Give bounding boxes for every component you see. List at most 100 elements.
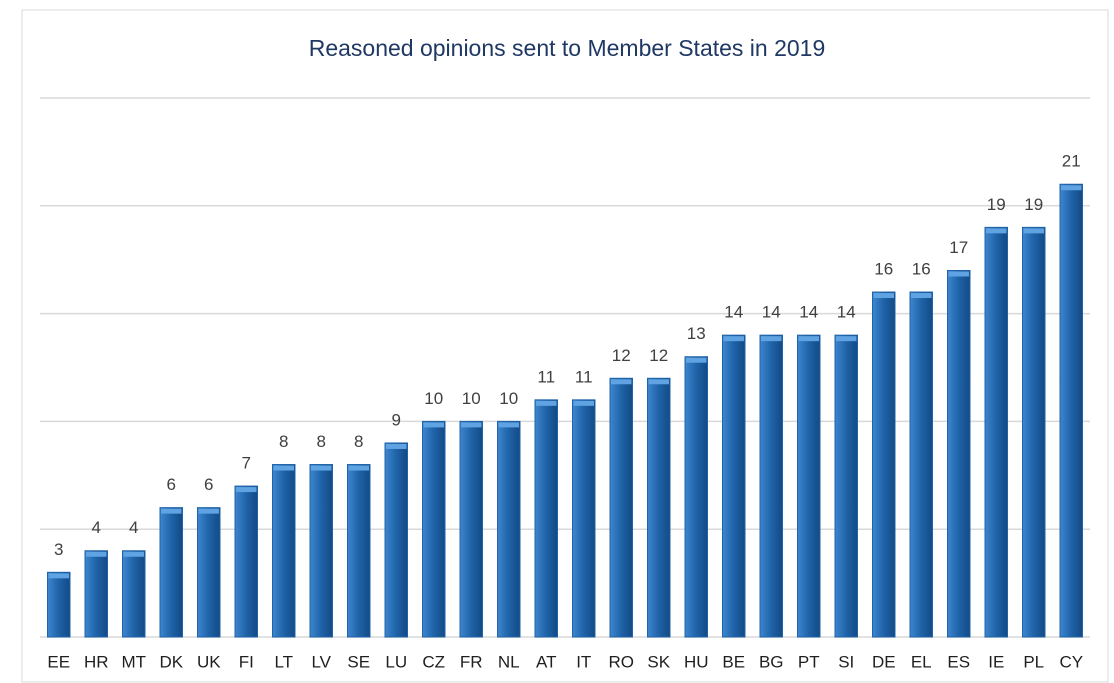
value-label: 8 xyxy=(354,432,363,451)
bar xyxy=(1022,226,1046,638)
bar-bevel xyxy=(986,228,1007,234)
bar-bevel xyxy=(836,336,857,342)
bar-bevel xyxy=(273,465,294,471)
x-tick-label: EL xyxy=(911,652,932,671)
x-tick-label: ES xyxy=(947,652,970,671)
bar-bevel xyxy=(461,422,482,428)
bar-bevel xyxy=(348,465,369,471)
value-label: 10 xyxy=(462,389,481,408)
value-label: 11 xyxy=(537,367,555,386)
bar-bevel xyxy=(648,379,669,385)
bar xyxy=(872,291,896,638)
bar xyxy=(647,377,671,638)
x-tick-label: UK xyxy=(197,652,221,671)
bar xyxy=(47,571,71,638)
bar-bevel xyxy=(798,336,819,342)
bar xyxy=(159,507,183,638)
chart-title: Reasoned opinions sent to Member States … xyxy=(309,35,826,61)
x-tick-label: FI xyxy=(239,652,254,671)
bar-bevel xyxy=(123,551,144,557)
value-label: 14 xyxy=(762,303,781,322)
value-label: 6 xyxy=(167,475,176,494)
value-label: 11 xyxy=(575,367,593,386)
x-tick-label: DE xyxy=(872,652,896,671)
bar xyxy=(84,550,108,638)
x-tick-label: HR xyxy=(84,652,109,671)
value-label: 4 xyxy=(92,518,101,537)
bar xyxy=(984,226,1008,638)
x-tick-label: SE xyxy=(347,652,370,671)
value-label: 10 xyxy=(499,389,518,408)
bar xyxy=(422,420,446,638)
bar xyxy=(459,420,483,638)
x-tick-label: BE xyxy=(722,652,745,671)
bar-bevel xyxy=(948,271,969,277)
value-label: 19 xyxy=(1024,195,1043,214)
x-tick-label: AT xyxy=(536,652,556,671)
chart-border xyxy=(21,9,1109,683)
bar xyxy=(834,334,858,638)
value-label: 7 xyxy=(242,454,251,473)
bar xyxy=(197,507,221,638)
bar-bevel xyxy=(761,336,782,342)
value-label: 3 xyxy=(54,540,63,559)
value-label: 16 xyxy=(874,260,893,279)
value-label: 16 xyxy=(912,260,931,279)
bar xyxy=(309,464,333,638)
value-label: 9 xyxy=(392,410,401,429)
value-label: 14 xyxy=(799,303,818,322)
bar-bevel xyxy=(911,293,932,299)
bar xyxy=(909,291,933,638)
bar-bevel xyxy=(611,379,632,385)
x-tick-label: EE xyxy=(47,652,70,671)
bar xyxy=(384,442,408,638)
bar xyxy=(947,269,971,638)
bar-bevel xyxy=(423,422,444,428)
x-tick-label: LV xyxy=(311,652,331,671)
x-tick-label: RO xyxy=(609,652,635,671)
bar-bevel xyxy=(198,508,219,514)
bar-bevel xyxy=(1061,185,1082,191)
bar xyxy=(684,356,708,638)
x-tick-label: CZ xyxy=(422,652,445,671)
x-tick-label: NL xyxy=(498,652,520,671)
bar-bevel xyxy=(48,573,69,579)
value-label: 12 xyxy=(612,346,631,365)
bar-bevel xyxy=(386,443,407,449)
x-tick-label: IT xyxy=(576,652,591,671)
value-label: 13 xyxy=(687,324,706,343)
value-label: 14 xyxy=(724,303,743,322)
bar-bevel xyxy=(236,487,257,493)
bar-bevel xyxy=(723,336,744,342)
x-tick-label: LU xyxy=(385,652,407,671)
value-label: 8 xyxy=(317,432,326,451)
value-label: 10 xyxy=(424,389,443,408)
bar xyxy=(722,334,746,638)
bar xyxy=(797,334,821,638)
value-label: 8 xyxy=(279,432,288,451)
x-tick-label: HU xyxy=(684,652,709,671)
x-tick-label: MT xyxy=(121,652,146,671)
bar xyxy=(497,420,521,638)
x-tick-label: IE xyxy=(988,652,1004,671)
value-label: 17 xyxy=(949,238,968,257)
x-tick-label: BG xyxy=(759,652,784,671)
bar xyxy=(122,550,146,638)
x-tick-label: CY xyxy=(1059,652,1083,671)
bar xyxy=(272,464,296,638)
bar-bevel xyxy=(86,551,107,557)
x-tick-label: SI xyxy=(838,652,854,671)
x-tick-label: DK xyxy=(159,652,183,671)
x-tick-label: SK xyxy=(647,652,670,671)
bar xyxy=(609,377,633,638)
bar xyxy=(1059,183,1083,638)
x-tick-label: PT xyxy=(798,652,820,671)
bar xyxy=(234,485,258,638)
bar-bevel xyxy=(536,400,557,406)
value-label: 21 xyxy=(1062,152,1081,171)
bar-bevel xyxy=(311,465,332,471)
x-tick-label: PL xyxy=(1023,652,1044,671)
x-tick-label: LT xyxy=(274,652,293,671)
value-label: 14 xyxy=(837,303,856,322)
